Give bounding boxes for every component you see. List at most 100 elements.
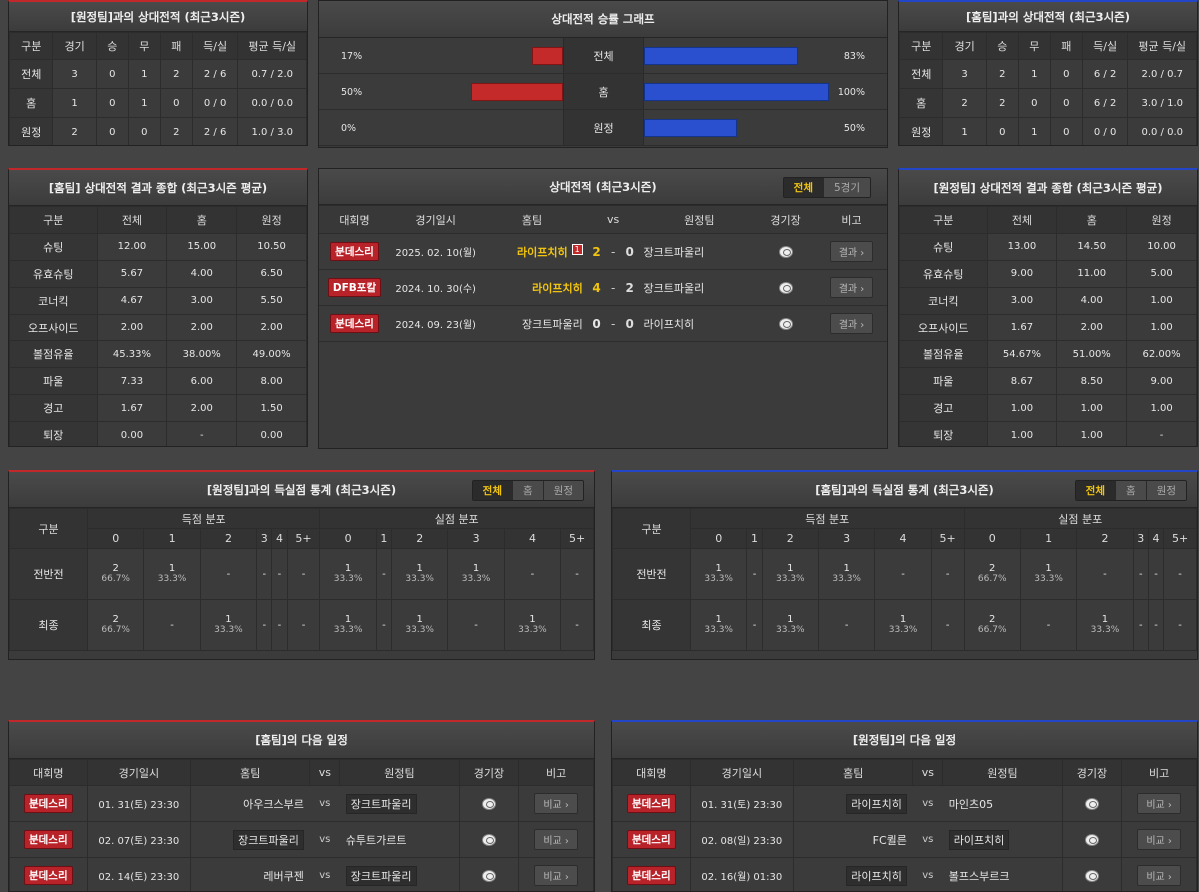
- dist-cell: -: [143, 599, 201, 651]
- compare-button[interactable]: 비교 ›: [1137, 865, 1181, 886]
- summary-left-table: 구분 전체 홈 원정 슈팅 12.00 15.00 10.50 유효슈팅 5.67 4.00 6.50…: [9, 206, 307, 446]
- stat-cell: 1.00: [1126, 394, 1197, 423]
- dist-cell: 1 33.3%: [390, 548, 449, 600]
- home-team: 라이프치히: [846, 865, 907, 886]
- dist-pct: 66.7%: [101, 625, 130, 635]
- stat-cell: 1.00: [1056, 394, 1128, 423]
- stat-cell: 45.33%: [96, 340, 168, 369]
- home-bar: [470, 83, 563, 101]
- tab-all[interactable]: 전체: [1075, 481, 1115, 500]
- red-card-icon: 1: [571, 243, 583, 255]
- league-badge: 분데스리: [23, 830, 73, 849]
- compare-button[interactable]: 비교 ›: [534, 829, 578, 850]
- away-team: 장크트파울리: [345, 793, 417, 814]
- home-team: 라이프치히: [846, 793, 907, 814]
- col-header: 경기: [942, 32, 987, 60]
- match-date: 01. 31(토) 23:30: [689, 785, 795, 822]
- league-badge: 분데스리: [330, 314, 379, 333]
- goal-count-header: 3: [1132, 528, 1149, 549]
- dist-pct: 33.3%: [704, 625, 733, 635]
- dist-cell: -: [256, 599, 273, 651]
- stat-cell: 1.00: [986, 421, 1058, 446]
- tab-home[interactable]: 홈: [512, 481, 543, 500]
- match-date: 2024. 09. 23(월): [390, 305, 482, 342]
- tab-all[interactable]: 전체: [783, 178, 823, 197]
- col-header-date: 경기일시: [390, 205, 482, 234]
- col-header-vs: vs: [582, 205, 644, 234]
- col-header: 홈: [166, 206, 238, 234]
- schedule-row: 분데스리 01. 31(토) 23:30 아우크스부르 vs 장크트파울리 비교 ›: [9, 785, 594, 822]
- dist-pct: 33.3%: [888, 625, 918, 635]
- goal-count-header: 3: [447, 528, 505, 549]
- stat-cell: 3.00: [166, 286, 238, 315]
- summary-left-title: [홈팀] 상대전적 결과 종합 (최근3시즌 평균): [9, 170, 307, 206]
- h2h-left-panel: [원정팀]과의 상대전적 (최근3시즌) 구분 경기 승 무 패 득/실 평균 득/실 전체 3…: [8, 0, 308, 146]
- dist-count: -: [945, 619, 950, 631]
- stat-cell: 1: [127, 88, 161, 118]
- stat-cell: 6 / 2: [1081, 88, 1129, 118]
- bar-label: 전체: [563, 38, 644, 73]
- result-button[interactable]: 결과 ›: [829, 313, 874, 334]
- stat-cell: 8.67: [986, 367, 1058, 396]
- away-team: 라이프치히: [643, 305, 756, 342]
- row-label: 퇴장: [9, 421, 98, 446]
- tab-all[interactable]: 전체: [472, 481, 512, 500]
- dist-count: 1: [787, 563, 794, 574]
- away-pct: 50%: [843, 123, 865, 134]
- dist-cell: -: [930, 599, 965, 651]
- stadium-icon: [1084, 833, 1099, 846]
- compare-button[interactable]: 비교 ›: [1137, 793, 1181, 814]
- table-row: 코너킥 4.67 3.00 5.50: [9, 286, 307, 315]
- match-date: 02. 16(월) 01:30: [689, 857, 795, 891]
- bar-label: 원정: [563, 110, 644, 145]
- dist-count: 2: [112, 563, 119, 574]
- tab-away[interactable]: 원정: [542, 481, 583, 500]
- stadium-icon: [481, 833, 496, 846]
- col-header: 원정: [1126, 206, 1197, 234]
- stat-cell: 2.00: [166, 394, 238, 423]
- dist-cell: 1 33.3%: [1076, 599, 1134, 651]
- stat-cell: 0: [127, 117, 161, 145]
- league-badge: 분데스리: [626, 794, 676, 813]
- match-date: 01. 31(토) 23:30: [86, 785, 192, 822]
- result-button[interactable]: 결과 ›: [829, 241, 874, 262]
- next-left-title: [홈팀]의 다음 일정: [9, 722, 594, 759]
- col-header-note: 비고: [815, 205, 887, 234]
- dist-count: -: [301, 568, 306, 580]
- stat-cell: 6.00: [166, 367, 238, 396]
- dist-cell: -: [1076, 548, 1134, 600]
- stat-cell: 0: [985, 117, 1019, 145]
- dist-count: 1: [529, 614, 536, 625]
- stadium-icon: [778, 281, 793, 294]
- away-bar: [644, 47, 798, 65]
- goal-count-header: 1: [375, 528, 393, 549]
- table-row: 전체 3 0 1 2 2 / 6 0.7 / 2.0: [9, 59, 307, 89]
- tab-5games[interactable]: 5경기: [822, 178, 870, 197]
- home-team: 아우크스부르: [243, 797, 304, 811]
- matches-title: 상대전적 (최근3시즌) 전체 5경기: [319, 169, 887, 205]
- compare-button[interactable]: 비교 ›: [1137, 829, 1181, 850]
- stat-cell: 9.00: [986, 259, 1058, 288]
- dist-cell: 1 33.3%: [874, 599, 932, 651]
- result-button[interactable]: 결과 ›: [829, 277, 874, 298]
- graph-panel: 상대전적 승률 그래프 17% 83% 전체 50% 100% 홈 0% 50% 원정: [318, 0, 888, 148]
- bar-label: 홈: [563, 74, 644, 109]
- goal-count-header: 4: [874, 528, 932, 549]
- stat-cell: 2.00: [1056, 313, 1128, 342]
- header-row: 대회명 경기일시 홈팀 vs 원정팀 경기장 비고: [319, 205, 887, 234]
- table-row: 파울 7.33 6.00 8.00: [9, 367, 307, 396]
- tab-away[interactable]: 원정: [1145, 481, 1186, 500]
- compare-button[interactable]: 비교 ›: [534, 793, 578, 814]
- stat-cell: 5.50: [236, 286, 307, 315]
- next-right-title: [원정팀]의 다음 일정: [612, 722, 1197, 759]
- bar-row: 17% 83% 전체: [319, 38, 887, 74]
- dist-cell: -: [746, 548, 763, 600]
- compare-button[interactable]: 비교 ›: [534, 865, 578, 886]
- score-dash: -: [610, 316, 616, 331]
- col-header-date: 경기일시: [86, 759, 192, 786]
- dist-cell: 1 33.3%: [689, 599, 748, 651]
- dist-cell: 1 33.3%: [689, 548, 748, 600]
- tab-home[interactable]: 홈: [1115, 481, 1146, 500]
- league-badge: 분데스리: [626, 866, 676, 885]
- col-header: 구분: [899, 32, 944, 60]
